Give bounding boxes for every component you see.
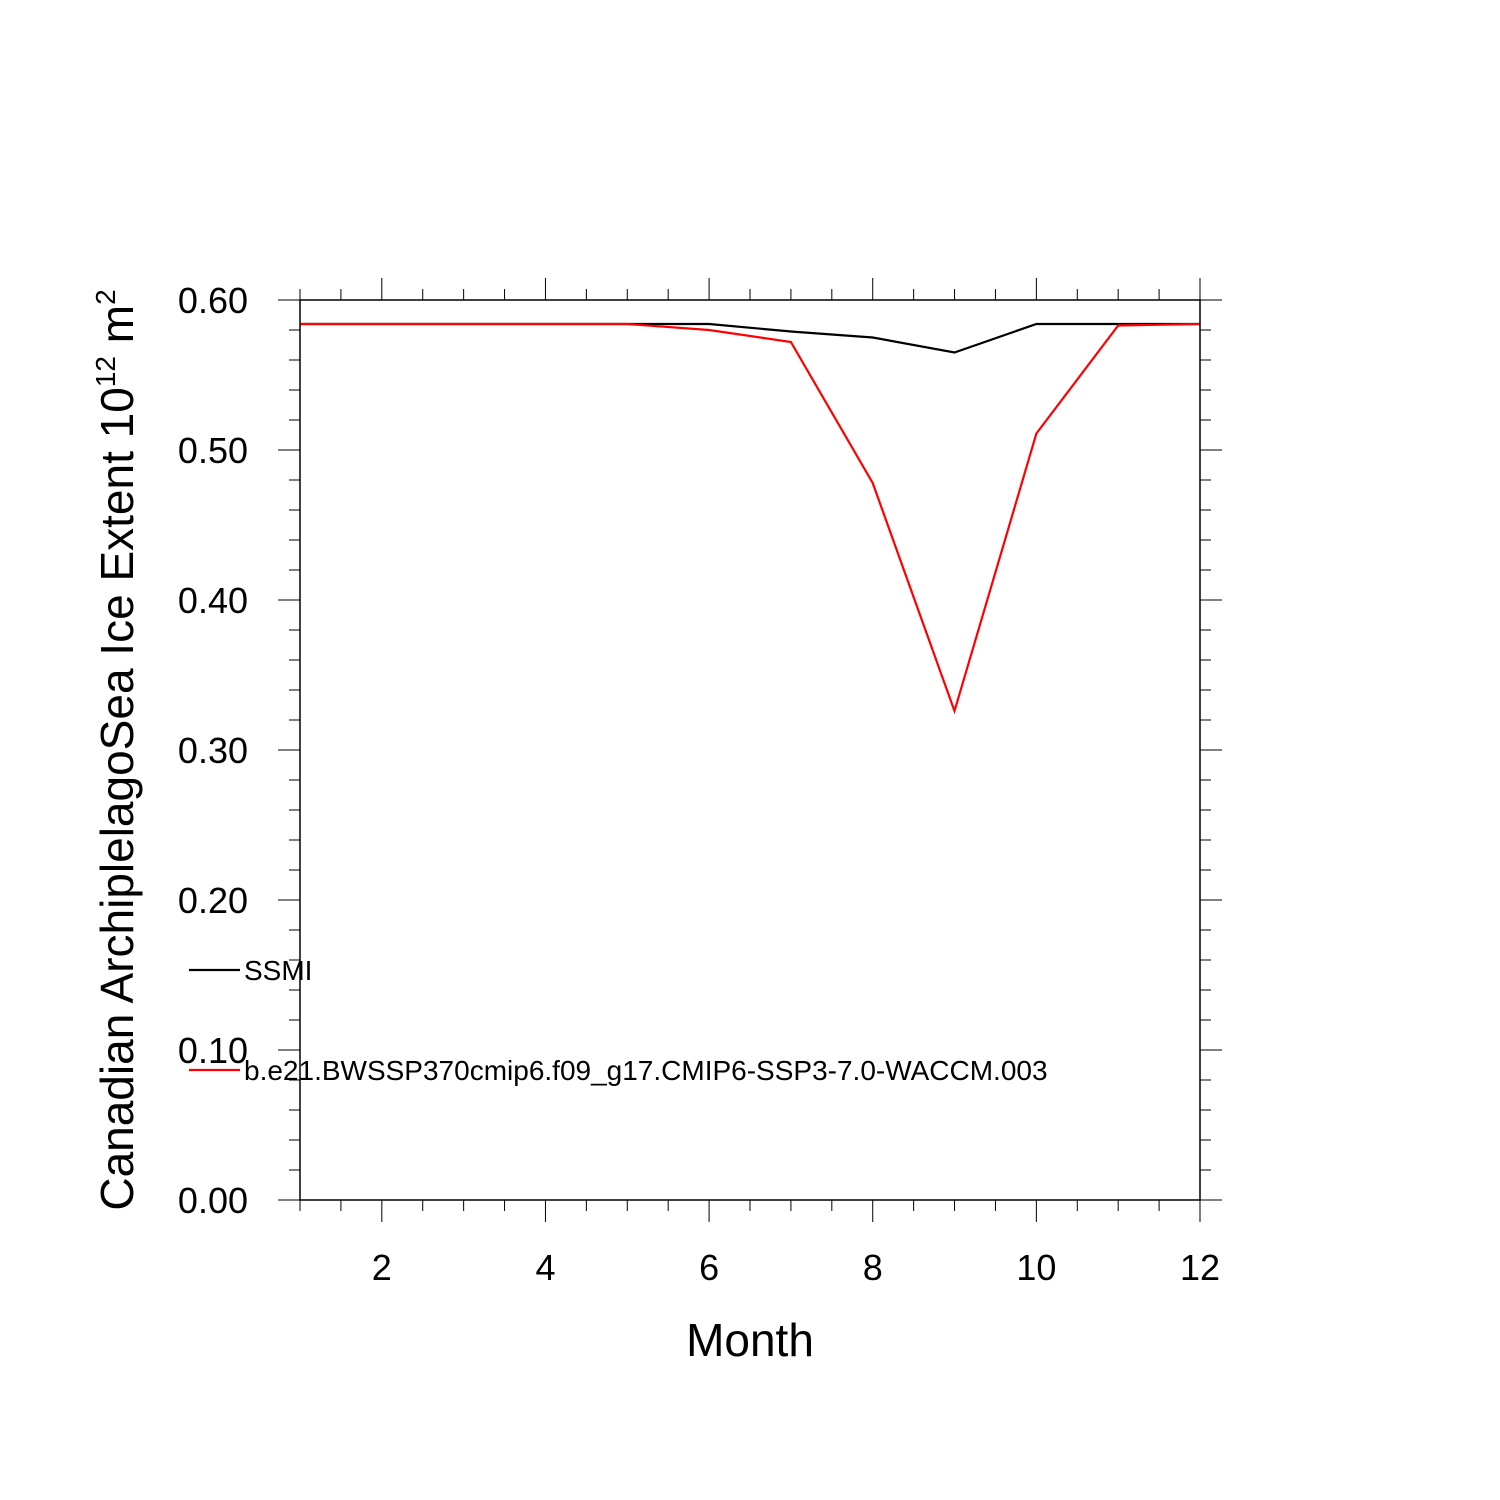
legend-label-2: b.e21.BWSSP370cmip6.f09_g17.CMIP6-SSP3-7… (244, 1055, 1048, 1086)
y-axis-title-unit-exponent: 2 (90, 289, 121, 305)
series-line-1 (300, 322, 1200, 354)
x-axis-title: Month (686, 1314, 814, 1366)
series-line-2 (300, 322, 1201, 715)
y-tick-label: 0.20 (178, 880, 248, 921)
y-tick-label: 0.50 (178, 430, 248, 471)
legend-label-1: SSMI (244, 955, 312, 986)
y-tick-label: 0.60 (178, 280, 248, 321)
tick-labels: 2 4 6 8 10 12 0.00 0.10 0.20 0.30 0.40 0.50 0.60 (178, 280, 1220, 1288)
y-axis-title-text: Canadian ArchiplelagoSea Ice Extent 10 (91, 387, 143, 1210)
series-lines (300, 322, 1201, 715)
y-tick-label: 0.30 (178, 730, 248, 771)
legend: SSMI b.e21.BWSSP370cmip6.f09_g17.CMIP6-SS… (189, 955, 1048, 1086)
axis-ticks (278, 278, 1222, 1222)
y-tick-label: 0.40 (178, 580, 248, 621)
x-tick-label: 4 (535, 1247, 555, 1288)
y-axis-title: Canadian ArchiplelagoSea Ice Extent 1012… (90, 289, 143, 1210)
x-tick-label: 2 (372, 1247, 392, 1288)
y-tick-label: 0.10 (178, 1030, 248, 1071)
x-tick-label: 8 (863, 1247, 883, 1288)
x-tick-label: 10 (1016, 1247, 1056, 1288)
x-tick-label: 6 (699, 1247, 719, 1288)
x-tick-label: 12 (1180, 1247, 1220, 1288)
y-tick-label: 0.00 (178, 1180, 248, 1221)
y-axis-title-exponent: 12 (90, 356, 121, 387)
y-axis-title-unit: m (91, 305, 143, 356)
plot-frame (299, 299, 1201, 1201)
